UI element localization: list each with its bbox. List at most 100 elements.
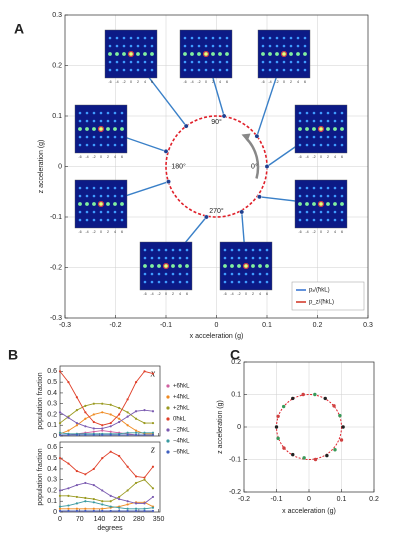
inset-spot [99, 143, 103, 147]
y-axis-label: population fraction [37, 448, 44, 505]
data-point [282, 446, 286, 450]
inset-tick-label: -2 [157, 292, 160, 296]
series-point [118, 417, 121, 420]
series-line [59, 370, 154, 426]
inset-spot [85, 186, 89, 190]
inset-spot [282, 68, 286, 72]
inset-spot [122, 68, 126, 72]
y-axis-label: z acceleration (g) [38, 140, 45, 194]
data-point [338, 413, 342, 418]
inset-spot [305, 111, 309, 115]
series-point [58, 431, 62, 434]
x-tick-label: 0 [58, 516, 62, 523]
inset-spot [312, 111, 316, 115]
inset-spot [92, 194, 96, 198]
inset-spot [237, 272, 241, 276]
data-point [203, 214, 209, 220]
inset-spot [108, 44, 112, 48]
inset-tick-label: 6 [266, 292, 268, 296]
series-point [143, 478, 146, 481]
series-point [84, 417, 87, 420]
inset-spot [136, 44, 140, 48]
inset-spot [99, 218, 103, 222]
inset-spot [204, 60, 208, 64]
inset-highlight [98, 126, 105, 133]
series-point [75, 409, 79, 412]
inset-spot [190, 68, 194, 72]
series-point [84, 481, 87, 485]
inset-spot [298, 218, 302, 222]
inset-spot [150, 264, 154, 268]
inset-spot [129, 60, 133, 64]
inset-spot [183, 68, 187, 72]
inset-spot [78, 218, 82, 222]
series-point [118, 406, 121, 410]
inset-spot [171, 264, 175, 268]
series-point [75, 433, 79, 437]
inset-spot [303, 68, 307, 72]
angle-annotation: 270° [209, 207, 224, 215]
inset-spot [150, 36, 154, 40]
legend-label: p_z/(ħkL) [309, 300, 334, 306]
series-point [126, 509, 129, 513]
inset-spot [99, 119, 103, 123]
inset-spot [265, 264, 269, 268]
inset-spot [244, 280, 248, 284]
inset-spot [326, 111, 330, 115]
inset-spot [268, 44, 272, 48]
series-point [92, 507, 95, 510]
inset-tick-label: 2 [137, 80, 139, 84]
series-point [58, 489, 62, 492]
inset-spot [258, 256, 262, 260]
inset-spot [185, 264, 189, 268]
inset-spot [326, 202, 330, 206]
inset-tick-label: 4 [179, 292, 181, 296]
series-point [75, 502, 79, 505]
inset-spot [190, 52, 194, 56]
inset-spot [312, 218, 316, 222]
series-point [101, 489, 104, 492]
inset-tick-label: -6 [261, 80, 264, 84]
series-line [59, 500, 154, 510]
inset-spot [108, 36, 112, 40]
inset-spot [237, 264, 241, 268]
inset-spot [190, 36, 194, 40]
data-point [325, 453, 329, 458]
legend-swatch [166, 395, 170, 399]
inset-tick-label: -2 [197, 80, 200, 84]
inset-spot [99, 202, 103, 206]
series-point [84, 425, 87, 428]
inset-spot [78, 210, 82, 214]
panel-label: A [14, 21, 24, 37]
angle-annotation: 180° [171, 162, 186, 170]
inset-spot [92, 127, 96, 131]
inset-spot [171, 272, 175, 276]
inset-spot [303, 44, 307, 48]
inset-spot [85, 111, 89, 115]
panel-label: C [230, 347, 240, 363]
series-point [134, 507, 138, 510]
inset-tick-label: 2 [212, 80, 214, 84]
inset-spot [136, 60, 140, 64]
x-tick-label: 0.3 [363, 322, 373, 329]
inset-tick-label: -4 [85, 230, 88, 234]
inset-spot [108, 52, 112, 56]
data-point [313, 457, 318, 462]
series-point [101, 507, 104, 510]
inset-spot [78, 119, 82, 123]
inset-tick-label: 2 [290, 80, 292, 84]
x-tick-label: 0.2 [313, 322, 323, 329]
inset-spot [258, 264, 262, 268]
series-point [58, 421, 62, 425]
inset-spot [150, 256, 154, 260]
inset-spot [296, 68, 300, 72]
inset-spot [120, 210, 124, 214]
inset-spot [275, 44, 279, 48]
series-point [151, 487, 155, 490]
data-point [274, 425, 279, 429]
inset-spot [106, 218, 110, 222]
y-tick-label: 0.2 [47, 487, 57, 494]
series-point [134, 481, 138, 485]
data-point [301, 392, 305, 397]
inset-spot [303, 60, 307, 64]
